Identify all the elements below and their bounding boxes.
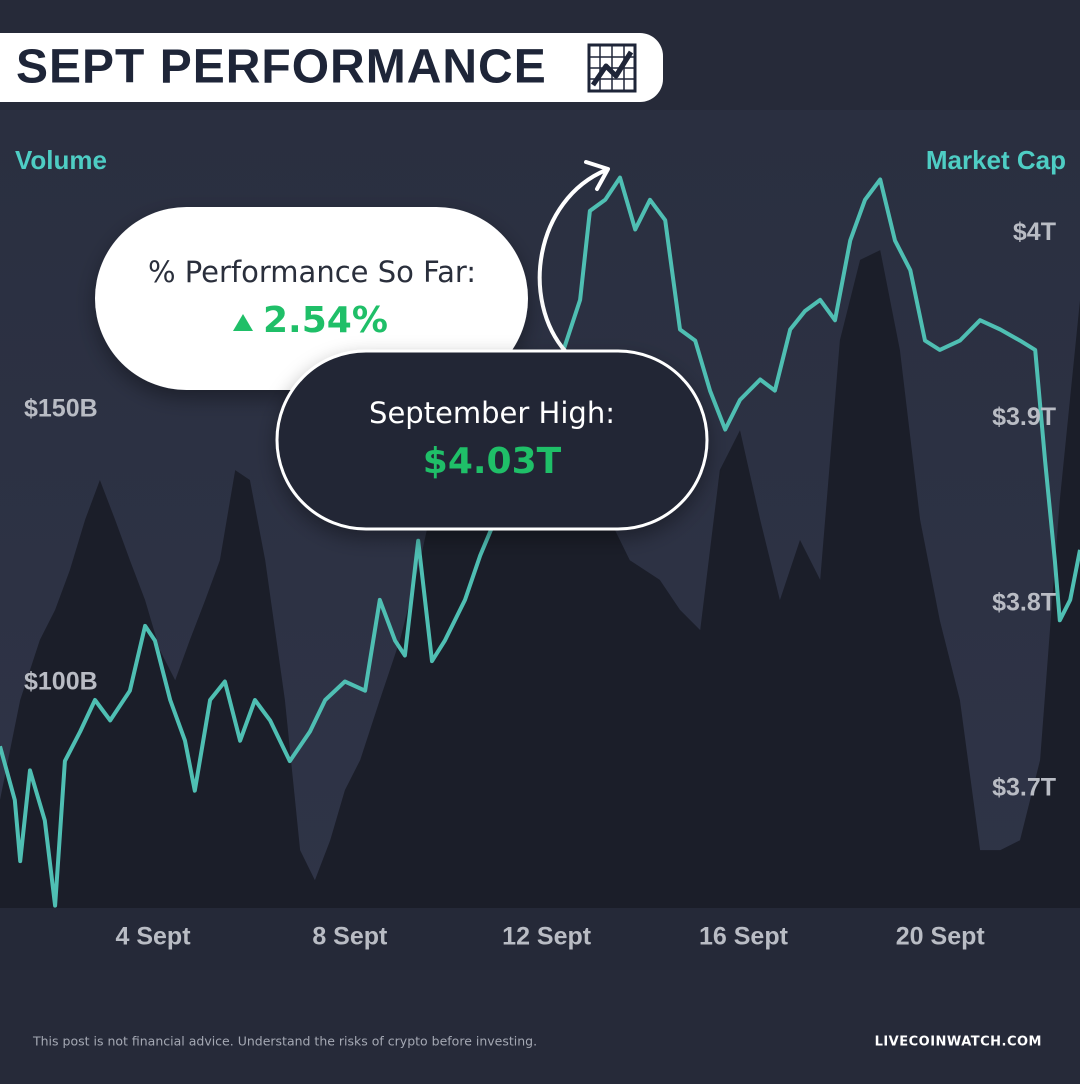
y2-tick-label: $4T <box>1013 218 1056 246</box>
chart-title: SEPT PERFORMANCE <box>16 41 547 94</box>
y2-tick-label: $3.9T <box>992 403 1056 431</box>
callout-high <box>275 349 709 531</box>
callout-label: September High: <box>369 396 615 430</box>
x-tick-label: 12 Sept <box>502 923 592 951</box>
callout-value: $4.03T <box>423 441 562 482</box>
volume-area <box>0 250 1080 909</box>
source: LIVECOINWATCH.COM <box>875 1035 1042 1050</box>
arrow <box>537 160 610 354</box>
y-axis-title: Volume <box>15 145 107 175</box>
title-icon <box>587 43 637 93</box>
y2-tick-label: $3.8T <box>992 588 1056 616</box>
x-axis-band <box>0 908 1080 970</box>
x-tick-label: 4 Sept <box>116 923 192 951</box>
y2-tick-label: $3.7T <box>992 774 1056 802</box>
callout-value: 2.54% <box>263 300 388 341</box>
callout-label: % Performance So Far: <box>148 255 476 289</box>
x-tick-label: 8 Sept <box>312 923 388 951</box>
y2-axis-title: Market Cap <box>926 145 1066 175</box>
y-tick-label: $150B <box>24 395 98 423</box>
x-tick-label: 16 Sept <box>699 923 789 951</box>
callout-performance <box>95 207 528 390</box>
title-box <box>0 33 663 102</box>
footer-note: This post is not financial advice. Under… <box>32 1034 537 1049</box>
x-tick-label: 20 Sept <box>896 923 986 951</box>
up-arrow <box>233 314 253 331</box>
y-tick-label: $100B <box>24 668 98 696</box>
